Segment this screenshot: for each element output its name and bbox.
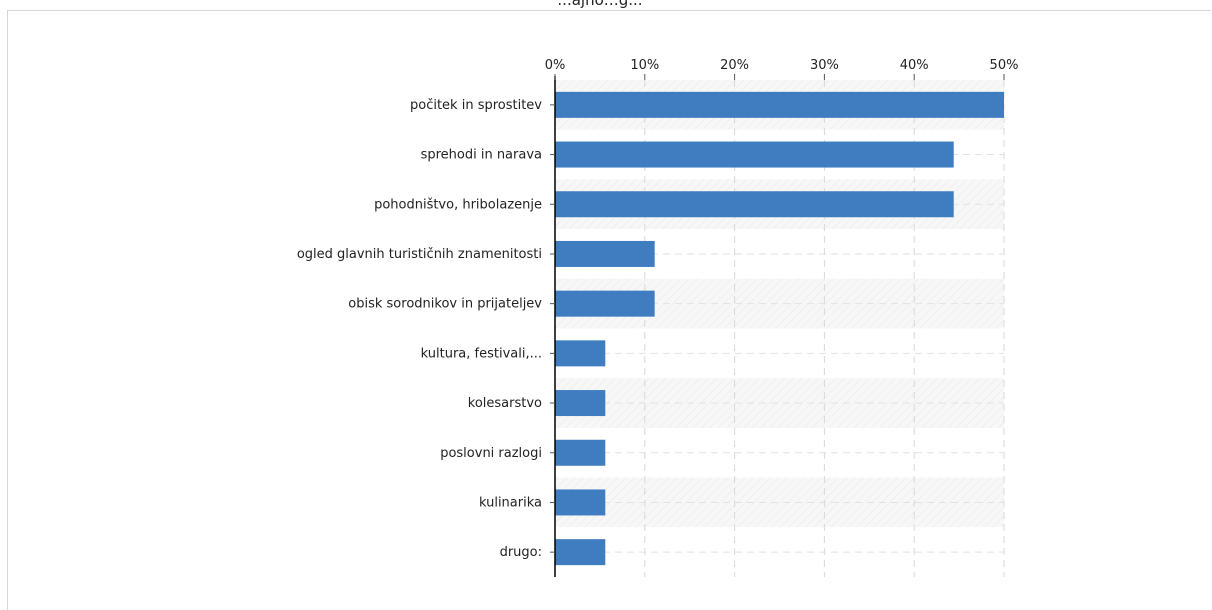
category-label: drugo: xyxy=(500,545,542,560)
x-tick-label: 10% xyxy=(630,58,659,73)
category-label: pohodništvo, hribolazenje xyxy=(374,197,542,212)
bar xyxy=(555,290,655,317)
category-label: kulinarika xyxy=(479,495,542,510)
chart-frame xyxy=(7,10,1211,610)
bar xyxy=(555,141,954,168)
x-tick-label: 40% xyxy=(900,58,929,73)
plot-band xyxy=(555,328,1004,379)
bar xyxy=(555,191,954,218)
category-label: poslovni razlogi xyxy=(440,446,542,461)
x-tick-label: 50% xyxy=(990,58,1019,73)
x-tick-label: 20% xyxy=(720,58,749,73)
plot-band xyxy=(555,378,1004,428)
bar xyxy=(555,240,655,267)
category-label: kolesarstvo xyxy=(468,396,542,411)
bar xyxy=(555,439,606,466)
category-label: sprehodi in narava xyxy=(421,148,542,163)
chart-title: ...ajno…g... xyxy=(557,0,643,9)
bar xyxy=(555,390,606,417)
category-label: kultura, festivali,... xyxy=(421,346,542,361)
plot-band xyxy=(555,477,1004,528)
bar xyxy=(555,489,606,516)
category-label: počitek in sprostitev xyxy=(410,98,542,113)
x-tick-label: 0% xyxy=(545,58,566,73)
chart-title-strip: ...ajno…g... xyxy=(300,0,900,10)
category-label: ogled glavnih turističnih znamenitosti xyxy=(297,247,542,262)
x-tick-label: 30% xyxy=(810,58,839,73)
bar xyxy=(555,91,1004,118)
bar xyxy=(555,340,606,367)
category-label: obisk sorodnikov in prijateljev xyxy=(348,297,542,312)
plot-band xyxy=(555,527,1004,577)
plot-band xyxy=(555,427,1004,478)
bar xyxy=(555,539,606,566)
